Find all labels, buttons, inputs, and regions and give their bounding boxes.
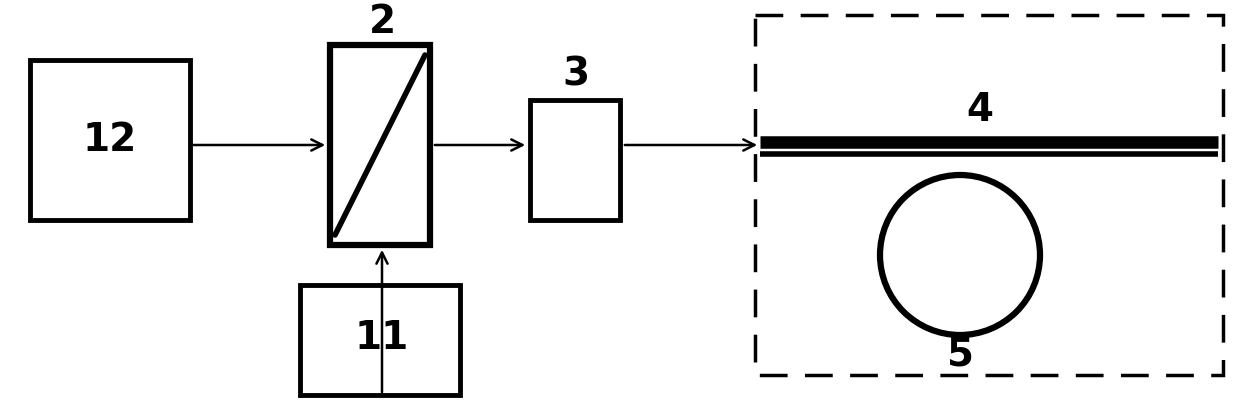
Text: 12: 12 bbox=[83, 121, 138, 159]
Ellipse shape bbox=[880, 175, 1040, 335]
Bar bbox=[30, 60, 190, 220]
Text: 5: 5 bbox=[947, 336, 974, 374]
Text: 11: 11 bbox=[354, 319, 409, 357]
Bar bbox=[300, 285, 460, 395]
Bar bbox=[530, 100, 620, 220]
Text: 2: 2 bbox=[368, 3, 395, 41]
Bar bbox=[330, 45, 430, 245]
Text: 4: 4 bbox=[966, 91, 994, 129]
Bar bbox=[755, 15, 1223, 375]
Text: 3: 3 bbox=[563, 56, 590, 94]
